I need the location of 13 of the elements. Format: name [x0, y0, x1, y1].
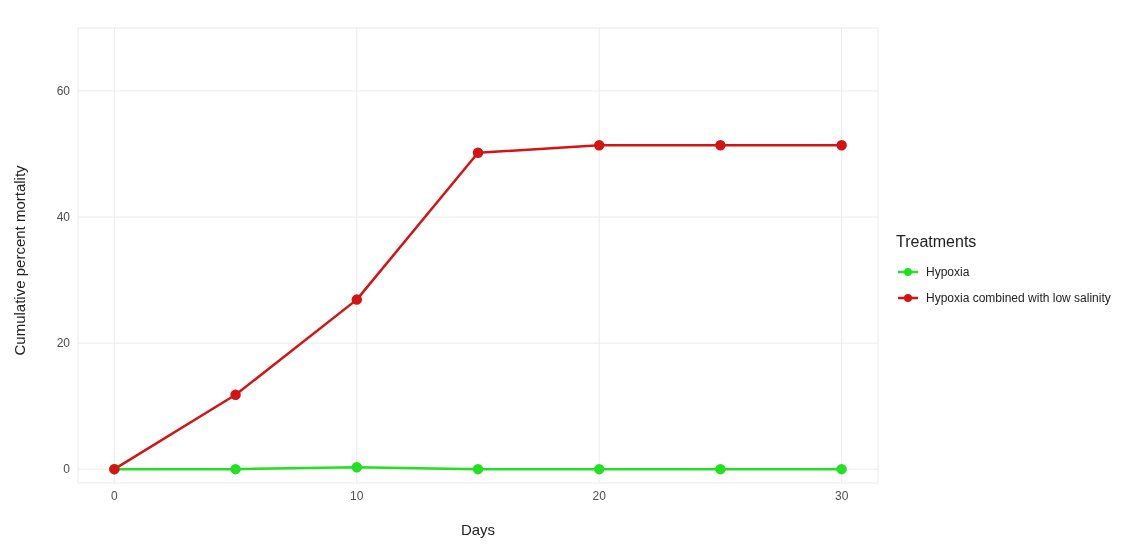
x-tick-label: 30 [834, 488, 849, 503]
x-tick-label: 10 [350, 488, 364, 503]
y-axis-title: Cumulative percent mortality [11, 164, 29, 356]
y-tick-label: 0 [63, 462, 71, 477]
legend-label: Hypoxia combined with low salinity [926, 291, 1111, 305]
legend-label: Hypoxia [926, 265, 970, 279]
x-axis-title: Days [460, 521, 496, 538]
y-tick-label: 40 [56, 210, 71, 225]
x-tick-label: 0 [111, 488, 119, 503]
legend-title: Treatments [896, 233, 978, 251]
y-tick-label: 60 [56, 84, 71, 99]
x-tick-label: 20 [592, 488, 607, 503]
y-tick-label: 20 [56, 336, 71, 351]
